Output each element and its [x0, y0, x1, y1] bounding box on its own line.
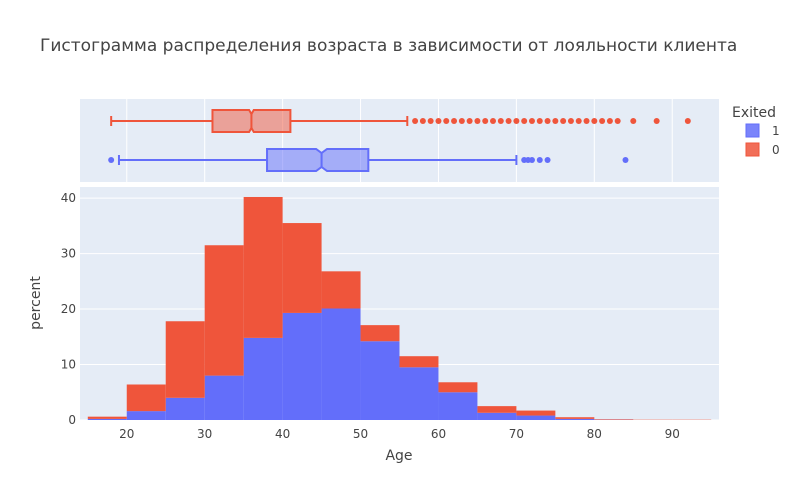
outlier-point [490, 118, 497, 124]
bar-exited-0 [126, 384, 166, 412]
outlier-point [443, 118, 450, 124]
bar-exited-0 [555, 417, 595, 419]
outlier-point [412, 118, 419, 124]
bar-exited-0 [87, 416, 127, 419]
bar-exited-1 [282, 312, 322, 420]
bar-exited-0 [360, 325, 400, 342]
y-tick-label: 20 [61, 302, 76, 316]
legend-swatch [745, 142, 760, 157]
outlier-point [474, 118, 481, 124]
chart-title: Гистограмма распределения возраста в зав… [40, 36, 737, 56]
outlier-point [482, 118, 489, 124]
bar-exited-1 [87, 418, 127, 420]
outlier-point [458, 118, 465, 124]
x-tick-label: 80 [587, 427, 602, 441]
legend-label: 0 [772, 143, 780, 157]
outlier-point [552, 118, 559, 124]
bar-exited-1 [555, 418, 595, 420]
y-tick-label: 0 [68, 413, 76, 427]
x-tick-label: 60 [431, 427, 446, 441]
legend-item-0[interactable]: 0 [745, 142, 780, 157]
bar-exited-1 [516, 415, 556, 420]
legend-item-1[interactable]: 1 [745, 123, 780, 138]
bar-exited-1 [126, 411, 166, 420]
bar-exited-1 [204, 375, 244, 420]
outlier-point [630, 118, 637, 124]
bar-exited-0 [477, 406, 517, 413]
outlier-point [653, 118, 660, 124]
outlier-point [599, 118, 606, 124]
outlier-point [544, 118, 551, 124]
legend-title: Exited [732, 105, 776, 121]
bar-exited-1 [360, 341, 400, 420]
bar-exited-0 [204, 245, 244, 376]
outlier-point [521, 118, 528, 124]
x-tick-label: 50 [353, 427, 368, 441]
box-plot-exited-0 [110, 109, 691, 133]
legend-label: 1 [772, 124, 780, 138]
x-tick-label: 40 [275, 427, 290, 441]
bar-exited-1 [477, 412, 517, 420]
outlier-point [536, 118, 543, 124]
y-tick-label: 40 [61, 191, 76, 205]
bar-exited-0 [165, 321, 205, 398]
x-axis-title: Age [385, 448, 412, 464]
outlier-point [583, 118, 590, 124]
outlier-point [435, 118, 442, 124]
outlier-point [544, 157, 551, 163]
bar-exited-1 [399, 367, 439, 420]
outlier-point [427, 118, 434, 124]
outlier-point [451, 118, 458, 124]
outlier-point [606, 118, 613, 124]
outlier-point [505, 118, 512, 124]
bar-exited-0 [594, 419, 634, 420]
box-plot-background [80, 99, 719, 182]
box-plot-panel [80, 99, 719, 182]
outlier-point [591, 118, 598, 124]
bar-exited-0 [399, 356, 439, 368]
outlier-point [684, 118, 691, 124]
outlier-point [536, 157, 543, 163]
histogram-panel [80, 187, 719, 421]
box-plot-exited-1 [108, 148, 629, 172]
bar-exited-1 [243, 337, 283, 420]
x-tick-label: 90 [665, 427, 680, 441]
bar-exited-0 [243, 196, 283, 338]
bar-exited-0 [438, 382, 478, 393]
outlier-point [567, 118, 574, 124]
legend: Exited 1 0 [732, 105, 780, 157]
outlier-point [513, 118, 520, 124]
bar-exited-0 [282, 223, 322, 313]
y-tick-label: 30 [61, 247, 76, 261]
outlier-point [575, 118, 582, 124]
y-tick-label: 10 [61, 358, 76, 372]
outlier-point [497, 118, 504, 124]
bar-exited-0 [321, 271, 361, 309]
box-iqr [266, 148, 370, 172]
x-tick-label: 30 [197, 427, 212, 441]
outlier-point [466, 118, 473, 124]
bar-exited-0 [516, 410, 556, 416]
outlier-point [614, 118, 621, 124]
x-axis-ticks: 20 30 40 50 60 70 80 90 [119, 427, 680, 441]
outlier-point [622, 157, 629, 163]
bar-exited-1 [321, 308, 361, 420]
outlier-point [108, 157, 115, 163]
y-axis-ticks: 0 10 20 30 40 [61, 191, 76, 427]
x-tick-label: 70 [509, 427, 524, 441]
outlier-point [528, 157, 535, 163]
x-tick-label: 20 [119, 427, 134, 441]
y-axis-title: percent [28, 276, 44, 330]
outlier-point [560, 118, 567, 124]
outlier-point [528, 118, 535, 124]
legend-swatch [745, 123, 760, 138]
bar-exited-1 [438, 392, 478, 420]
bar-exited-1 [165, 397, 205, 420]
outlier-point [419, 118, 426, 124]
